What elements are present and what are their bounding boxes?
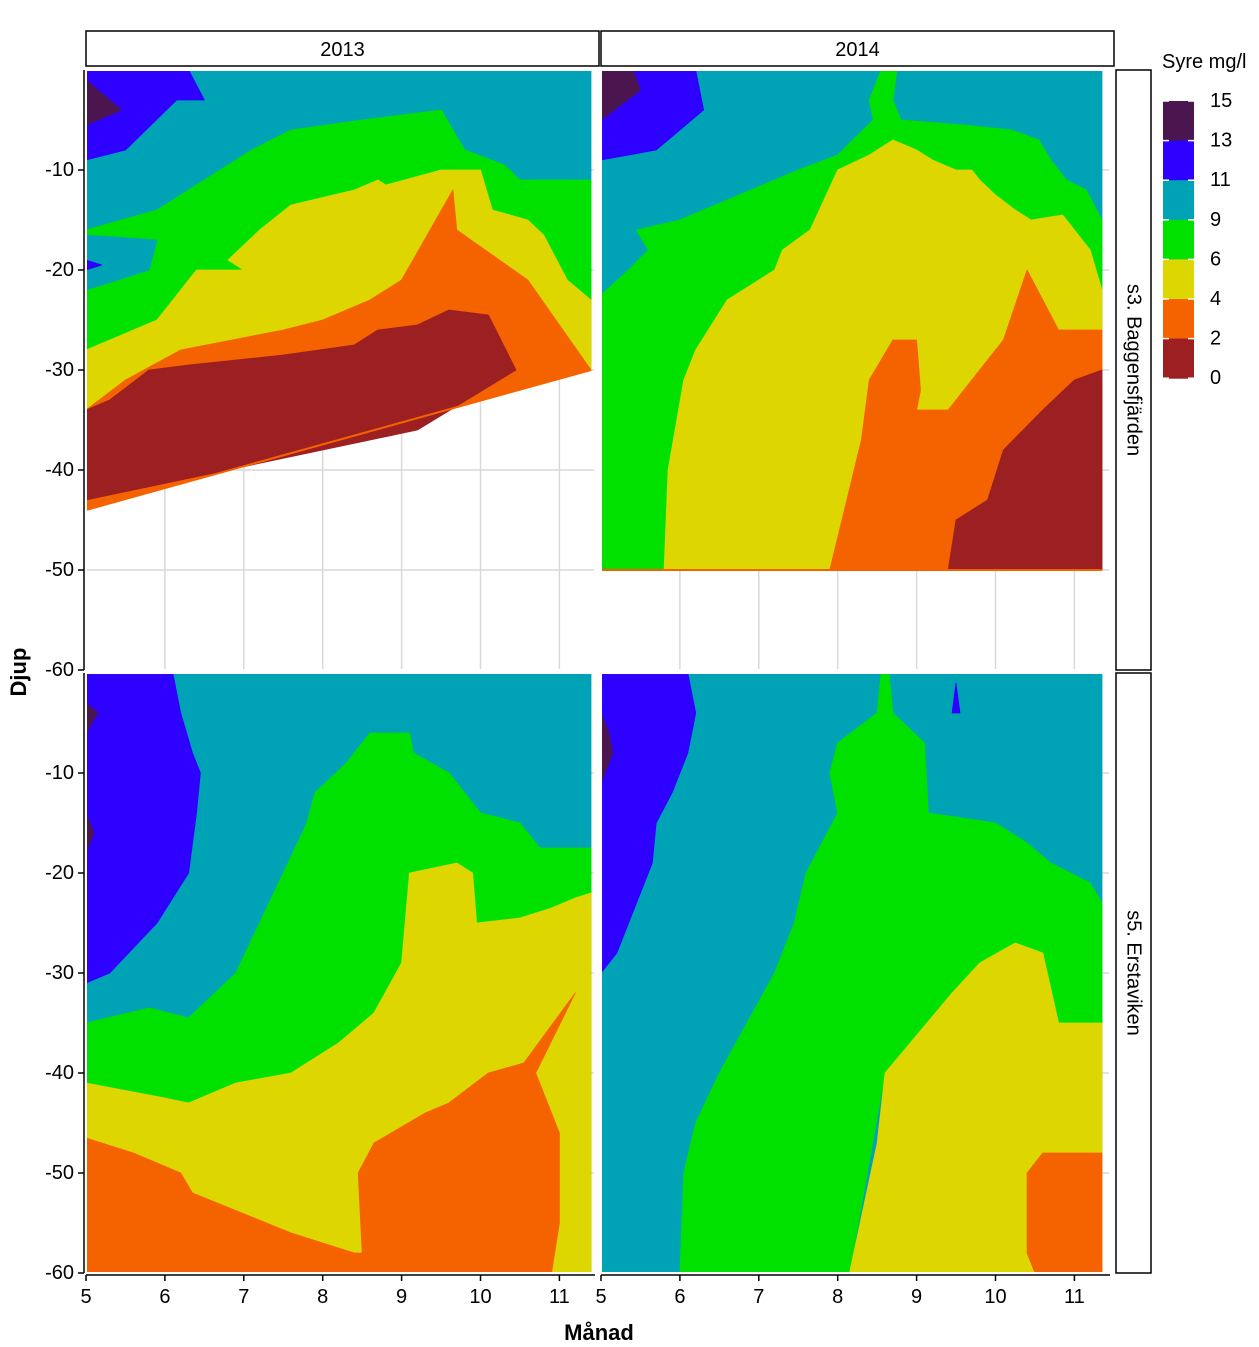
y-tick-label: -30 bbox=[45, 962, 74, 984]
legend-swatch-13-15 bbox=[1163, 101, 1194, 142]
x-tick-label: 10 bbox=[984, 1286, 1006, 1308]
contour-band-3 bbox=[86, 812, 95, 854]
legend-level-label: 2 bbox=[1210, 328, 1221, 350]
y-tick-label: -30 bbox=[45, 359, 74, 381]
contour-band-6 bbox=[947, 369, 1103, 571]
panel-frame bbox=[600, 69, 1111, 671]
y-tick-label: -40 bbox=[45, 459, 74, 481]
x-tick-label: 10 bbox=[469, 1286, 491, 1308]
legend-swatch-9-11 bbox=[1163, 180, 1194, 221]
panel-2013-s5-erstaviken bbox=[85, 672, 596, 1274]
y-tick-label: -10 bbox=[45, 159, 74, 181]
panel-2014-s5-erstaviken bbox=[600, 672, 1111, 1274]
strip-box bbox=[1115, 69, 1152, 671]
strip-2013: 2013 bbox=[85, 30, 600, 67]
contour-band-3 bbox=[951, 682, 961, 714]
y-tick-label: -50 bbox=[45, 1162, 74, 1184]
y-axis-s3-baggensfj-rden: -10 -20 -30 -40 -50 -60 bbox=[45, 70, 85, 681]
strip-box bbox=[85, 30, 600, 67]
y-tick-label: -60 bbox=[45, 659, 74, 681]
panel-frame bbox=[600, 672, 1111, 1274]
panels-layer bbox=[85, 69, 1111, 1274]
x-tick-label: 11 bbox=[1064, 1286, 1085, 1308]
contour-band-4 bbox=[86, 234, 158, 291]
legend-swatch-2-4 bbox=[1163, 299, 1194, 340]
contour-band-6 bbox=[86, 992, 576, 1273]
x-axis-2013: 5 6 7 8 9 10 11 bbox=[80, 1274, 595, 1308]
panel-frame bbox=[85, 69, 596, 671]
contour-band-5 bbox=[86, 259, 103, 271]
x-tick-label: 9 bbox=[911, 1286, 922, 1308]
y-tick-label: -20 bbox=[45, 259, 74, 281]
legend-level-label: 11 bbox=[1210, 169, 1231, 191]
strips-layer: 2013 2014 s3. Baggensfjärden s5. Erstaviken bbox=[85, 30, 1152, 1274]
contour-band-2 bbox=[86, 702, 99, 734]
contour-band-1 bbox=[601, 673, 697, 974]
legend-swatch-4-6 bbox=[1163, 259, 1194, 300]
x-axis-title: Månad bbox=[564, 1320, 634, 1345]
y-tick-label: -20 bbox=[45, 862, 74, 884]
panel-2013-s3-baggensfj-rden bbox=[85, 69, 596, 671]
contour-bands bbox=[601, 673, 1103, 1273]
legend-level-label: 15 bbox=[1210, 90, 1232, 112]
legend-level-label: 9 bbox=[1210, 209, 1221, 231]
legend-swatch-6-9 bbox=[1163, 219, 1194, 260]
contour-band-2 bbox=[601, 712, 614, 784]
contour-band-6 bbox=[1026, 1152, 1103, 1273]
strip-s3-baggensfj-rden: s3. Baggensfjärden bbox=[1115, 69, 1152, 671]
panel-2014-s3-baggensfj-rden bbox=[600, 69, 1111, 671]
x-tick-label: 8 bbox=[832, 1286, 843, 1308]
x-tick-label: 7 bbox=[238, 1286, 249, 1308]
data-bottom-edge bbox=[86, 369, 592, 511]
legend: Syre mg/l 15 13 11 9 6 4 2 0 bbox=[1162, 51, 1246, 389]
x-tick-label: 11 bbox=[549, 1286, 570, 1308]
legend-level-label: 13 bbox=[1210, 130, 1232, 152]
contour-bands bbox=[601, 70, 1103, 571]
contour-band-8 bbox=[86, 309, 517, 501]
y-tick-label: -40 bbox=[45, 1062, 74, 1084]
strip-s5-erstaviken: s5. Erstaviken bbox=[1115, 672, 1152, 1274]
y-axis-s5-erstaviken: -10 -20 -30 -40 -50 -60 bbox=[45, 673, 85, 1284]
panel-frame bbox=[85, 672, 596, 1274]
x-tick-label: 6 bbox=[159, 1286, 170, 1308]
x-tick-label: 9 bbox=[396, 1286, 407, 1308]
contour-band-1 bbox=[86, 673, 201, 984]
strip-box bbox=[1115, 672, 1152, 1274]
strip-label: s3. Baggensfjärden bbox=[1123, 284, 1145, 456]
axes-layer: -10 -20 -30 -40 -50 -60 -10 -20 -30 -40 -50 -60 5 6 7 8… bbox=[45, 70, 1110, 1308]
legend-level-label: 0 bbox=[1210, 367, 1221, 389]
strip-label: 2014 bbox=[835, 39, 880, 61]
contour-bands bbox=[86, 70, 592, 511]
legend-swatch-11-13 bbox=[1163, 140, 1194, 181]
x-tick-label: 7 bbox=[753, 1286, 764, 1308]
strip-label: 2013 bbox=[320, 39, 365, 61]
x-tick-label: 5 bbox=[80, 1286, 91, 1308]
legend-swatch-0-2 bbox=[1163, 338, 1194, 379]
y-axis-title: Djup bbox=[6, 648, 31, 697]
y-tick-label: -60 bbox=[45, 1262, 74, 1284]
strip-box bbox=[600, 30, 1115, 67]
contour-bands bbox=[86, 673, 592, 1273]
contour-band-1 bbox=[86, 70, 205, 161]
strip-label: s5. Erstaviken bbox=[1123, 910, 1145, 1036]
legend-title: Syre mg/l bbox=[1162, 51, 1246, 73]
y-tick-label: -10 bbox=[45, 762, 74, 784]
x-tick-label: 5 bbox=[595, 1286, 606, 1308]
y-tick-label: -50 bbox=[45, 559, 74, 581]
x-tick-label: 8 bbox=[317, 1286, 328, 1308]
legend-level-label: 4 bbox=[1210, 288, 1221, 310]
legend-level-label: 6 bbox=[1210, 248, 1221, 270]
x-axis-2014: 5 6 7 8 9 10 11 bbox=[595, 1274, 1110, 1308]
contour-band-2 bbox=[601, 70, 641, 121]
x-tick-label: 6 bbox=[674, 1286, 685, 1308]
strip-2014: 2014 bbox=[600, 30, 1115, 67]
contour-band-2 bbox=[86, 79, 122, 126]
